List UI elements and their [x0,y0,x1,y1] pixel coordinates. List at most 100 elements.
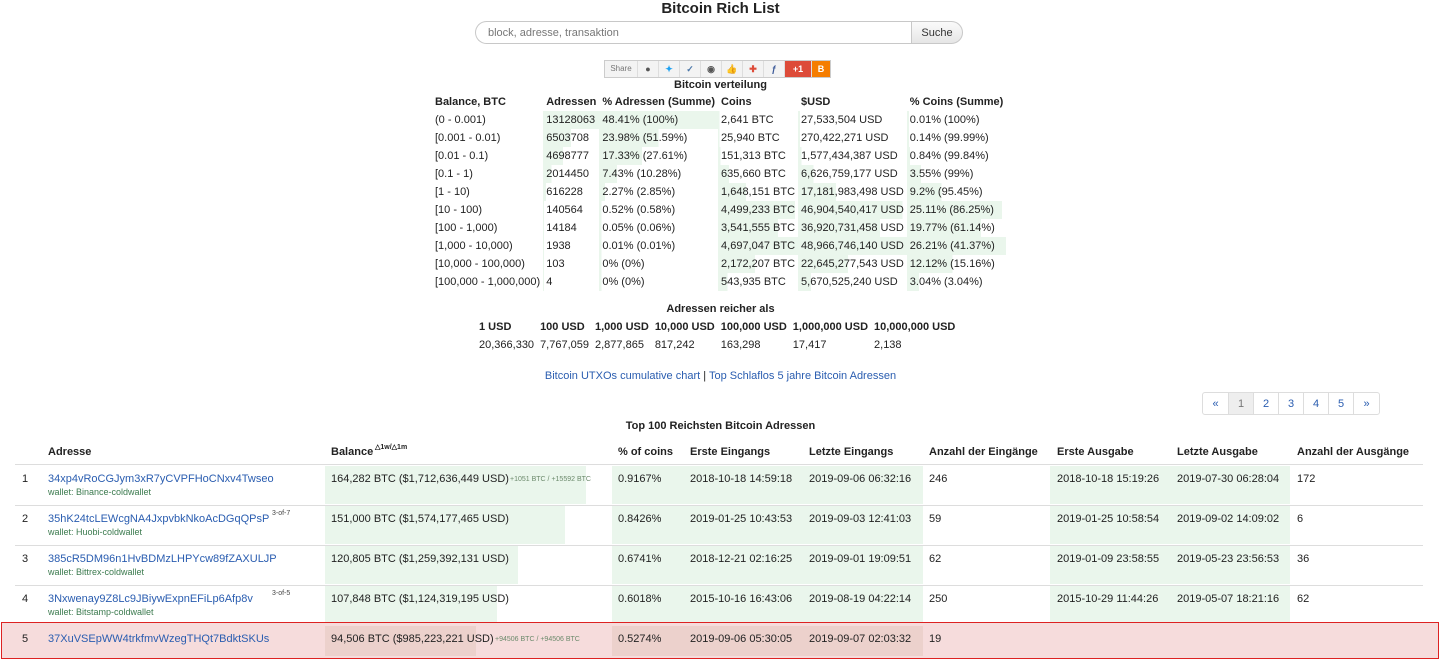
dormant-addresses-link[interactable]: Top Schlaflos 5 jahre Bitcoin Adressen [708,370,897,382]
address-link[interactable]: 385cR5DM96n1HvBDMzLHPYcw89fZAXULJP [48,553,277,565]
reddit-icon[interactable]: ● [638,61,659,77]
pager-page[interactable]: 3 [1278,392,1304,415]
date-cell-bg [612,466,683,504]
date-cell-bg [683,466,803,504]
balance-value: 151,000 BTC ($1,574,177,465 USD) [331,513,509,525]
incoming-count: 246 [929,473,948,485]
row-divider [15,545,1423,546]
search-bar: Suche [475,21,963,44]
distribution-row: [0.01 - 0.1) 4698777 17.33% (27.61%) 151,31… [432,147,1007,165]
pct-coins: 0.5274% [618,633,662,645]
date-cell-bg [1170,546,1290,584]
last-incoming: 2019-09-06 06:32:16 [809,473,912,485]
distribution-cell-pct-addr: 0% (0%) [599,273,719,291]
distribution-cell-usd: 1,577,434,387 USD [798,147,907,165]
pct-coins: 0.8426% [618,513,662,525]
first-outgoing: 2015-10-29 11:44:26 [1057,593,1159,605]
first-incoming: 2015-10-16 16:43:06 [690,593,793,605]
balance-delta-header: △1w/△1m [375,444,408,451]
distribution-header: Balance, BTC [435,96,506,108]
distribution-header: Coins [721,96,752,108]
link-separator: | [703,370,707,382]
address-link[interactable]: 34xp4vRoCGJym3xR7yCVPFHoCNxv4Twseo [48,473,274,485]
balance-fill-bar [325,546,519,584]
distribution-row: (0 - 0.001) 13128063 48.41% (100%) 2,641 BT… [432,111,1007,129]
distribution-cell-coins: 543,935 BTC [718,273,799,291]
balance-value: 164,282 BTC ($1,712,636,449 USD) [331,473,509,485]
wallet-label: wallet: Bitstamp-coldwallet [48,607,154,617]
distribution-cell-usd: 17,181,983,498 USD [798,183,907,201]
google-plus-icon[interactable]: ✚ [743,61,764,77]
distribution-cell-pct-coins: 12.12% (15.16%) [906,255,1007,273]
richer-header: 1,000,000 USD [792,320,869,333]
distribution-cell-coins: 3,541,555 BTC [718,219,799,237]
distribution-header: % Adressen (Summe) [602,96,716,108]
balance-fill-bar [325,466,586,504]
distribution-cell-coins: 1,648,151 BTC [718,183,799,201]
pct-coins: 0.9167% [618,473,662,485]
pager-page[interactable]: 5 [1328,392,1354,415]
balance-delta: +94506 BTC / +94506 BTC [495,636,580,643]
outgoing-count: 36 [1297,553,1310,565]
balance-fill-bar [325,626,477,656]
distribution-row: [10 - 100) 140564 0.52% (0.58%) 4,499,233 B… [432,201,1007,219]
pager-next[interactable]: » [1353,392,1380,415]
twitter-icon[interactable]: ✦ [659,61,680,77]
richer-header: 1 USD [479,320,512,333]
date-cell-bg [683,546,803,584]
search-button[interactable]: Suche [911,21,963,44]
header-divider [15,464,1423,465]
gplus-one-icon[interactable]: +1 [785,61,812,77]
column-header-pct: % of coins [618,446,674,458]
richer-caption: Adressen reicher als [666,303,775,315]
date-cell-bg [1170,466,1290,504]
date-cell-bg [1170,586,1290,624]
date-cell-bg [1050,546,1170,584]
utxo-chart-link[interactable]: Bitcoin UTXOs cumulative chart [544,370,701,382]
richer-header: 1,000 USD [595,320,649,333]
weibo-icon[interactable]: ◉ [701,61,722,77]
column-header-address: Adresse [48,446,92,458]
first-incoming: 2019-01-25 10:43:53 [690,513,793,525]
date-cell-bg [612,586,683,624]
column-header-first-out: Erste Ausgabe [1057,446,1134,458]
distribution-cell-pct-coins: 9.2% (95.45%) [906,183,1007,201]
row-divider [15,585,1423,586]
pager-prev[interactable]: « [1202,392,1229,415]
address-link[interactable]: 37XuVSEpWW4trkfmvWzegTHQt7BdktSKUs [48,633,270,645]
facebook-icon[interactable]: ƒ [764,61,785,77]
distribution-cell-addresses: 13128063 [543,111,600,129]
pager-page[interactable]: 4 [1303,392,1329,415]
pagination: «1 2 3 4 5» [1202,392,1380,415]
distribution-cell-usd: 46,904,540,417 USD [798,201,907,219]
search-input[interactable] [475,21,911,44]
pager-page[interactable]: 2 [1253,392,1279,415]
wallet-label: wallet: Bittrex-coldwallet [48,567,145,577]
address-link[interactable]: 3Nxwenay9Z8Lc9JBiywExpnEFiLp6Afp8v [48,593,253,605]
vk-icon[interactable]: ✓ [680,61,701,77]
date-cell-bg [1170,506,1290,544]
distribution-header: % Coins (Summe) [909,96,1004,108]
distribution-cell-pct-coins: 0.14% (99.99%) [906,129,1007,147]
distribution-cell-addresses: 616228 [543,183,600,201]
pager-page[interactable]: 1 [1228,392,1254,415]
distribution-cell-range: (0 - 0.001) [435,114,486,126]
column-header-last-out: Letzte Ausgabe [1177,446,1258,458]
blogger-icon[interactable]: B [812,61,830,77]
like-icon[interactable]: 👍 [722,61,743,77]
distribution-cell-pct-addr: 7.43% (10.28%) [599,165,719,183]
distribution-cell-usd: 48,966,746,140 USD [798,237,907,255]
address-link[interactable]: 35hK24tcLEWcgNA4JxpvbkNkoAcDGqQPsP [48,513,270,525]
distribution-cell-usd: 22,645,277,543 USD [798,255,907,273]
incoming-count: 62 [929,553,942,565]
distribution-cell-pct-coins: 3.55% (99%) [906,165,1007,183]
date-cell-bg [803,586,923,624]
last-incoming: 2019-09-03 12:41:03 [809,513,912,525]
balance-value: 94,506 BTC ($985,223,221 USD) [331,633,494,645]
date-cell-bg [803,546,923,584]
column-header-balance: Balance [331,446,374,458]
share-bar: Share ● ✦ ✓ ◉ 👍 ✚ ƒ +1 B [604,60,831,78]
distribution-cell-coins: 151,313 BTC [718,147,799,165]
distribution-cell-addresses: 140564 [543,201,600,219]
distribution-table: Balance, BTC Adressen % Adressen (Summe) Co… [432,93,1007,291]
